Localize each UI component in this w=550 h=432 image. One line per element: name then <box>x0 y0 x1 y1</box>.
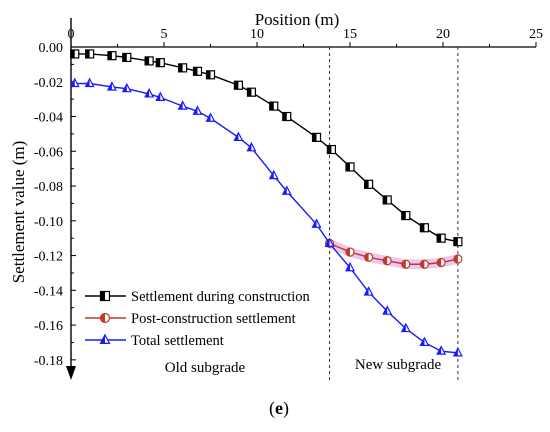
square-marker-fill <box>70 49 75 58</box>
square-marker-fill <box>85 49 90 58</box>
x-axis-title: Position (m) <box>255 10 340 29</box>
square-marker-fill <box>346 162 350 171</box>
circle-marker-fill <box>401 260 406 269</box>
circle-marker-fill <box>100 313 105 323</box>
square-marker-fill <box>100 291 105 301</box>
circle-marker-fill <box>383 256 388 265</box>
square-marker-fill <box>401 211 406 220</box>
y-tick-label: -0.16 <box>34 319 63 334</box>
triangle-marker-fill <box>122 84 127 92</box>
square-marker-fill <box>193 67 198 76</box>
series-line <box>74 82 458 354</box>
series-3 <box>69 77 463 357</box>
x-tick-label: 25 <box>529 27 543 42</box>
triangle-marker-fill <box>107 82 112 90</box>
legend-label: Post-construction settlement <box>131 311 296 327</box>
y-axis-title: Settlement value (m) <box>9 141 28 284</box>
legend-item-2: Post-construction settlement <box>85 311 296 327</box>
circle-marker-fill <box>346 248 350 257</box>
panel-label-close: ) <box>283 398 289 419</box>
triangle-marker-fill <box>453 348 458 356</box>
triangle-marker-fill <box>312 219 317 228</box>
triangle-marker-fill <box>206 113 211 122</box>
y-tick-label: -0.08 <box>34 180 63 195</box>
x-tick-label: 10 <box>250 27 264 42</box>
triangle-marker-fill <box>420 337 425 346</box>
legend-item-3: Total settlement <box>85 333 224 349</box>
series-2 <box>324 238 463 269</box>
labels-group: Position (m) Settlement value (m) Old su… <box>9 10 441 419</box>
reference-lines <box>329 47 459 382</box>
y-tick-label: -0.02 <box>34 76 63 91</box>
x-tick-label: 20 <box>436 27 450 42</box>
series-line <box>74 53 459 243</box>
square-marker-fill <box>282 112 287 121</box>
y-axis-arrow <box>66 366 76 380</box>
triangle-marker-fill <box>401 323 406 332</box>
series-group <box>69 49 463 357</box>
square-marker-fill <box>156 58 161 67</box>
y-tick-label: 0.00 <box>39 41 64 56</box>
legend-label: Total settlement <box>131 333 224 349</box>
y-tick-label: -0.10 <box>34 215 63 230</box>
square-marker-fill <box>145 56 150 65</box>
x-tick-label: 0 <box>68 27 75 42</box>
panel-label-open: ( <box>269 398 275 419</box>
circle-marker-fill <box>453 255 458 264</box>
square-marker-fill <box>420 223 425 232</box>
square-marker-fill <box>107 51 112 60</box>
square-marker-fill <box>247 88 252 97</box>
circle-marker-fill <box>437 258 442 267</box>
square-marker-fill <box>453 237 458 246</box>
square-marker-fill <box>364 180 369 189</box>
triangle-marker-fill <box>437 346 442 355</box>
x-tick-label: 15 <box>343 27 357 42</box>
triangle-marker-fill <box>100 334 105 344</box>
circle-marker-fill <box>364 253 369 262</box>
y-tick-label: -0.12 <box>34 250 63 265</box>
y-tick-label: -0.18 <box>34 354 63 369</box>
square-marker-fill <box>327 145 332 154</box>
region-label-new-subgrade: New subgrade <box>355 357 442 373</box>
panel-label-letter: e <box>275 398 283 418</box>
triangle-marker-fill <box>178 101 183 110</box>
x-tick-label: 5 <box>161 27 168 42</box>
triangle-marker-fill <box>346 263 350 271</box>
triangle-marker-fill <box>193 106 198 115</box>
y-tick-label: -0.06 <box>34 145 63 160</box>
legend-item-1: Settlement during construction <box>85 289 311 305</box>
circle-marker-fill <box>420 260 425 269</box>
square-marker-fill <box>234 81 239 90</box>
triangle-marker-fill <box>269 171 274 179</box>
legend: Settlement during construction Post-const… <box>85 289 311 349</box>
y-tick-label: -0.04 <box>34 111 63 126</box>
square-marker-fill <box>122 53 127 62</box>
square-marker-fill <box>269 102 274 111</box>
region-label-old-subgrade: Old subgrade <box>165 360 246 376</box>
panel-label: (e) <box>269 398 289 419</box>
square-marker-fill <box>178 63 183 72</box>
square-marker-fill <box>383 195 388 204</box>
series-1 <box>70 49 463 247</box>
square-marker-fill <box>206 70 211 79</box>
y-tick-label: -0.14 <box>34 284 63 299</box>
legend-label: Settlement during construction <box>131 289 311 305</box>
square-marker-fill <box>312 133 317 142</box>
axes: 0 5 10 15 20 25 0.00 -0.02 -0.04 -0.06 -0.08 -0.10 -… <box>34 18 543 380</box>
square-marker-fill <box>437 234 442 243</box>
